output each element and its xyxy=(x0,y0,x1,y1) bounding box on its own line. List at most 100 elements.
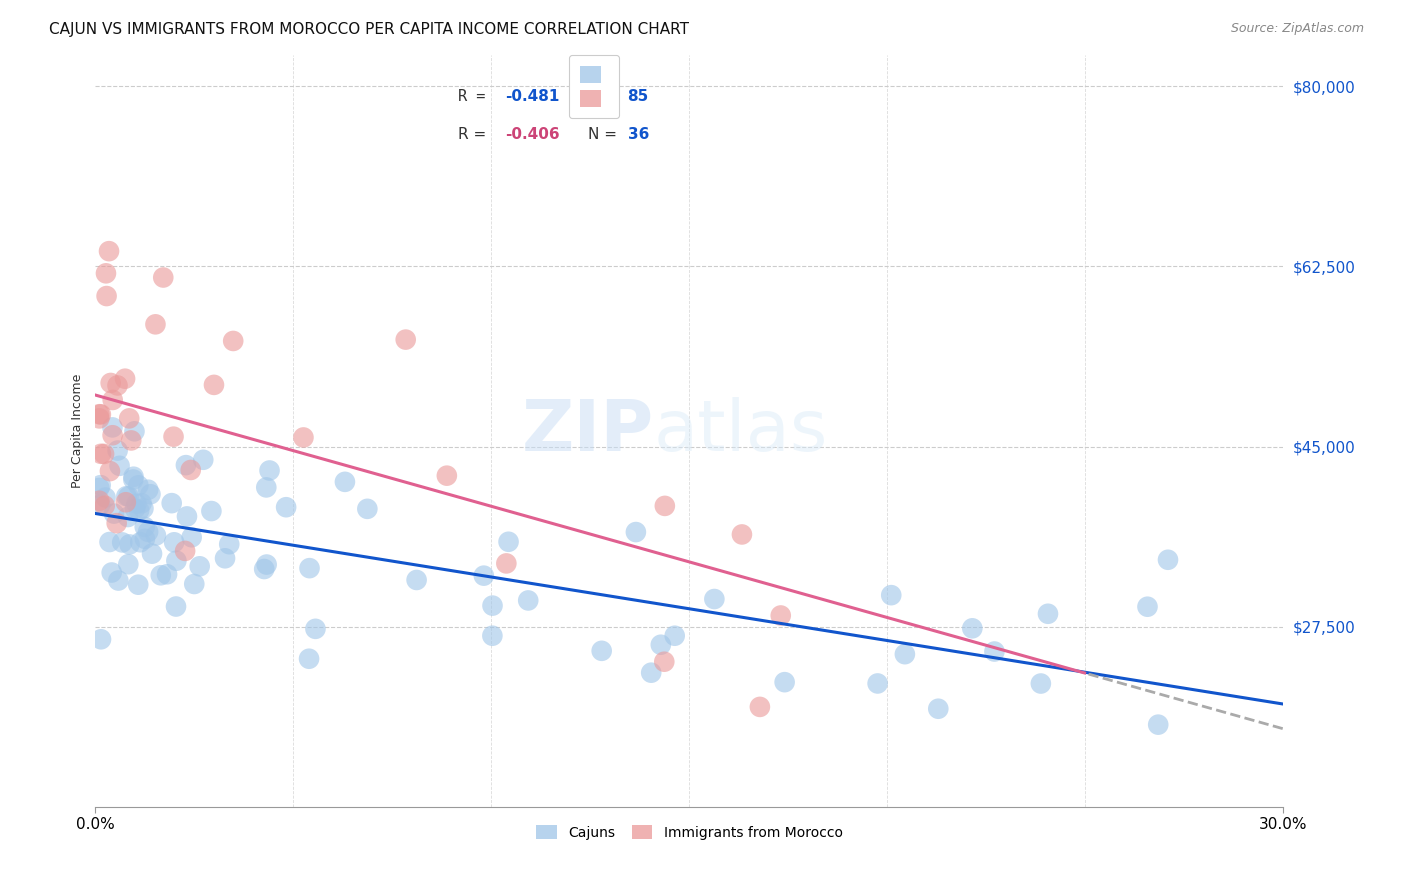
Point xyxy=(89,493,111,508)
Point xyxy=(1157,553,1180,567)
Point xyxy=(100,566,122,580)
Point xyxy=(122,473,145,487)
Point xyxy=(98,535,121,549)
Point xyxy=(200,504,222,518)
Point xyxy=(127,478,149,492)
Point xyxy=(193,452,215,467)
Point xyxy=(188,559,211,574)
Point xyxy=(218,537,240,551)
Text: 36: 36 xyxy=(627,127,650,142)
Point xyxy=(117,558,139,572)
Point xyxy=(436,468,458,483)
Point xyxy=(174,458,197,472)
Legend: Cajuns, Immigrants from Morocco: Cajuns, Immigrants from Morocco xyxy=(530,820,848,846)
Point xyxy=(160,496,183,510)
Point xyxy=(650,638,672,652)
Point xyxy=(183,577,205,591)
Point xyxy=(174,544,197,558)
Point xyxy=(495,557,517,571)
Point xyxy=(105,516,128,531)
Point xyxy=(98,244,121,259)
Point xyxy=(132,501,155,516)
Point xyxy=(624,524,647,539)
Point xyxy=(145,528,167,542)
Point xyxy=(149,568,172,582)
Text: -0.481: -0.481 xyxy=(505,89,560,104)
Point xyxy=(89,481,111,495)
Y-axis label: Per Capita Income: Per Capita Income xyxy=(72,374,84,488)
Point xyxy=(134,532,156,546)
Text: CAJUN VS IMMIGRANTS FROM MOROCCO PER CAPITA INCOME CORRELATION CHART: CAJUN VS IMMIGRANTS FROM MOROCCO PER CAP… xyxy=(49,22,689,37)
Point xyxy=(773,675,796,690)
Point xyxy=(90,478,112,492)
Point xyxy=(145,318,167,332)
Point xyxy=(93,499,115,513)
Point xyxy=(748,699,770,714)
Point xyxy=(90,447,112,461)
Point xyxy=(165,554,187,568)
Point xyxy=(134,520,156,534)
Point xyxy=(90,408,112,422)
Point xyxy=(100,376,122,390)
Point xyxy=(101,392,124,407)
Point xyxy=(498,534,520,549)
Point xyxy=(256,558,278,572)
Point xyxy=(117,510,139,524)
Point xyxy=(176,509,198,524)
Point xyxy=(127,578,149,592)
Text: -0.406: -0.406 xyxy=(505,127,560,142)
Point xyxy=(129,535,152,549)
Point xyxy=(180,463,202,477)
Point xyxy=(591,644,613,658)
Point xyxy=(405,573,427,587)
Point xyxy=(298,651,321,665)
Point xyxy=(356,501,378,516)
Point xyxy=(1136,599,1159,614)
Point xyxy=(131,496,153,510)
Point xyxy=(139,487,162,501)
Point xyxy=(276,500,298,515)
Point xyxy=(1036,607,1059,621)
Point xyxy=(664,629,686,643)
Point xyxy=(107,378,129,392)
Point xyxy=(163,535,186,549)
Point xyxy=(108,458,131,473)
Point xyxy=(481,629,503,643)
Point xyxy=(202,377,225,392)
Point xyxy=(156,567,179,582)
Point xyxy=(122,469,145,483)
Point xyxy=(983,644,1005,658)
Point xyxy=(94,266,117,280)
Point xyxy=(114,372,136,386)
Text: R =: R = xyxy=(458,127,491,142)
Point xyxy=(94,491,117,505)
Point xyxy=(253,562,276,576)
Point xyxy=(880,588,903,602)
Point xyxy=(136,483,159,497)
Point xyxy=(162,430,184,444)
Point xyxy=(180,530,202,544)
Text: N =: N = xyxy=(588,127,623,142)
Point xyxy=(292,430,315,444)
Point xyxy=(124,501,146,516)
Point xyxy=(93,447,115,461)
Point xyxy=(298,561,321,575)
Point xyxy=(472,568,495,582)
Point xyxy=(962,621,984,635)
Point xyxy=(1147,717,1170,731)
Point xyxy=(90,632,112,647)
Point xyxy=(927,702,949,716)
Point xyxy=(1029,676,1052,690)
Point xyxy=(517,593,540,607)
Point xyxy=(333,475,356,489)
Point xyxy=(103,507,125,521)
Point xyxy=(118,411,141,425)
Point xyxy=(101,420,124,434)
Point xyxy=(254,480,277,494)
Text: N =: N = xyxy=(588,89,623,104)
Point xyxy=(136,524,159,539)
Point xyxy=(866,676,889,690)
Point xyxy=(652,655,675,669)
Point xyxy=(107,443,129,458)
Point xyxy=(89,411,111,425)
